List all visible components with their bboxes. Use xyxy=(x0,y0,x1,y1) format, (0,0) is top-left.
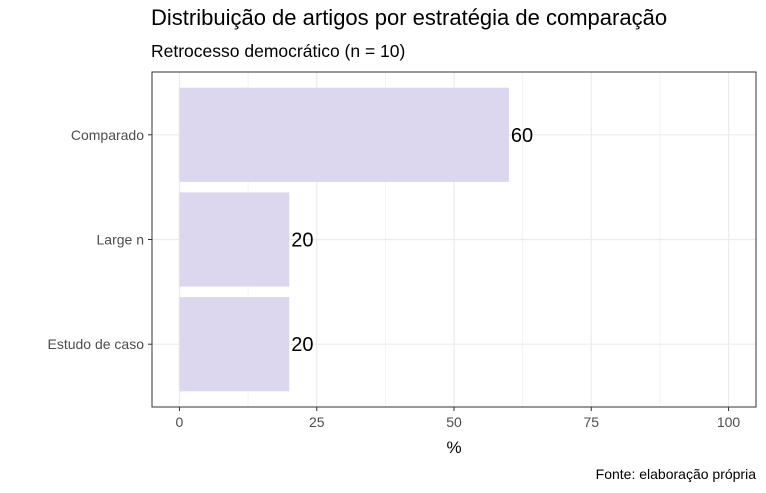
x-tick-label: 75 xyxy=(583,414,599,430)
data-label: 20 xyxy=(291,334,313,356)
data-label: 60 xyxy=(511,125,533,147)
x-tick-label: 25 xyxy=(309,414,325,430)
data-label: 20 xyxy=(291,230,313,252)
y-tick-label: Comparado xyxy=(71,127,144,143)
x-axis-label: % xyxy=(446,438,461,457)
y-axis: Comparado Large n Estudo de caso xyxy=(47,127,152,352)
x-axis: 0 25 50 75 100 xyxy=(176,407,741,430)
chart-title: Distribuição de artigos por estratégia d… xyxy=(151,5,668,30)
x-tick-label: 50 xyxy=(446,414,462,430)
x-tick-label: 100 xyxy=(717,414,741,430)
data-labels: 60 20 20 xyxy=(291,125,533,356)
y-tick-label: Estudo de caso xyxy=(47,336,144,352)
bars xyxy=(179,87,509,392)
chart-caption: Fonte: elaboração própria xyxy=(595,466,756,482)
bar xyxy=(179,297,290,392)
x-tick-label: 0 xyxy=(176,414,184,430)
y-tick-label: Large n xyxy=(97,232,144,248)
bar xyxy=(179,87,509,182)
bar xyxy=(179,192,290,287)
chart-subtitle: Retrocesso democrático (n = 10) xyxy=(151,41,406,61)
